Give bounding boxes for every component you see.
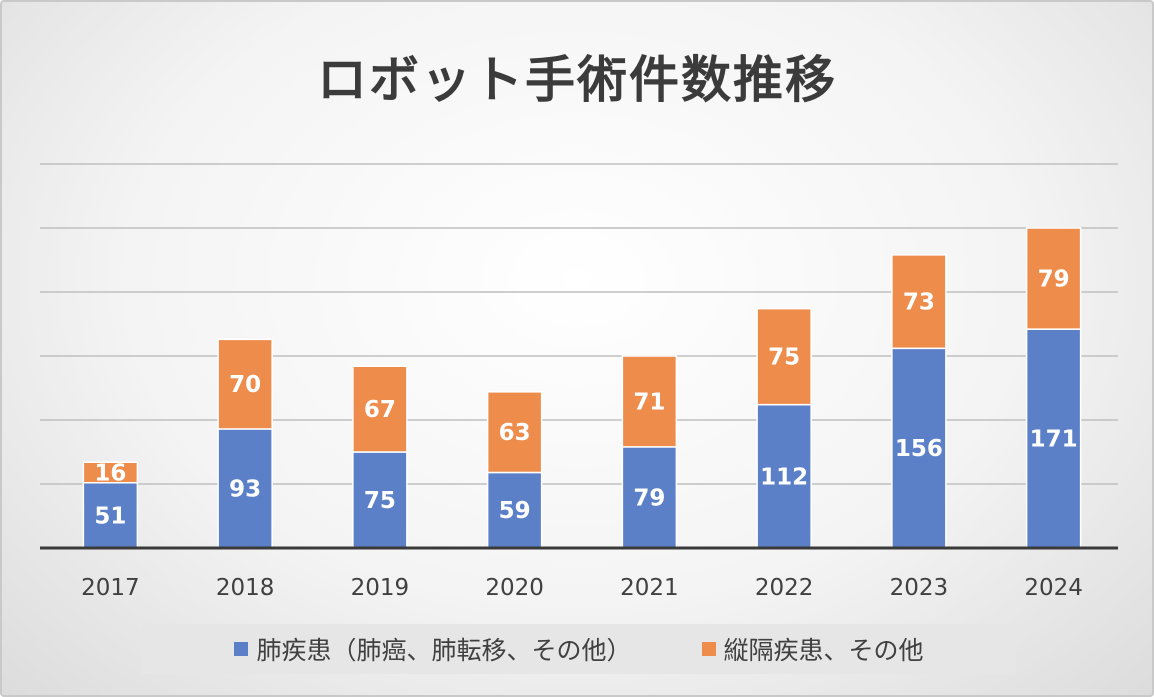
bar-mediastinum (82, 461, 139, 484)
legend-label-lung: 肺疾患（肺癌、肺転移、その他） (256, 636, 632, 665)
bar-mediastinum (756, 307, 812, 406)
legend-swatch-mediastinum (701, 642, 716, 656)
data-label-lung: 171 (1030, 427, 1078, 453)
x-tick-label: 2018 (216, 575, 275, 601)
x-tick-label: 2023 (890, 575, 949, 601)
bar-mediastinum (621, 355, 678, 448)
legend-item-mediastinum: 縦隔疾患、その他 (701, 631, 924, 667)
legend-label-mediastinum: 縦隔疾患、その他 (723, 636, 924, 665)
data-label-lung: 79 (633, 485, 665, 511)
plot-area: 51 16 2017 93 70 2018 75 67 2019 59 63 2020 79 71 2021… (40, 163, 1118, 601)
data-label-mediastinum: 16 (94, 460, 126, 486)
data-label-mediastinum: 73 (903, 290, 935, 316)
legend-item-lung: 肺疾患（肺癌、肺転移、その他） (234, 631, 632, 667)
data-label-mediastinum: 79 (1038, 267, 1070, 293)
chart-title: ロボット手術件数推移 (317, 51, 837, 109)
data-label-mediastinum: 75 (768, 345, 800, 371)
data-label-mediastinum: 67 (364, 397, 396, 423)
data-label-lung: 75 (364, 488, 396, 514)
bar-mediastinum (217, 338, 273, 430)
bar-lung (756, 403, 812, 549)
x-tick-label: 2024 (1024, 575, 1083, 601)
legend: 肺疾患（肺癌、肺転移、その他） 縦隔疾患、その他 (142, 624, 1016, 674)
bar-mediastinum (1025, 227, 1082, 330)
bar-mediastinum (486, 391, 543, 474)
data-label-lung: 112 (760, 464, 808, 490)
legend-swatch-lung (234, 642, 249, 656)
data-label-lung: 51 (94, 503, 126, 529)
bar-lung (891, 347, 947, 549)
x-tick-label: 2022 (755, 575, 814, 601)
bar-mediastinum (891, 254, 947, 350)
data-label-lung: 59 (499, 498, 531, 524)
x-tick-label: 2021 (620, 575, 679, 601)
x-tick-label: 2019 (351, 575, 410, 601)
data-label-mediastinum: 70 (229, 372, 261, 398)
data-label-lung: 156 (895, 436, 943, 462)
x-tick-label: 2020 (485, 575, 544, 601)
data-label-lung: 93 (229, 476, 261, 502)
x-tick-label: 2017 (81, 575, 140, 601)
bar-mediastinum (352, 365, 408, 453)
data-label-mediastinum: 71 (633, 389, 665, 415)
bar-lung (621, 446, 678, 549)
data-label-mediastinum: 63 (499, 420, 531, 446)
